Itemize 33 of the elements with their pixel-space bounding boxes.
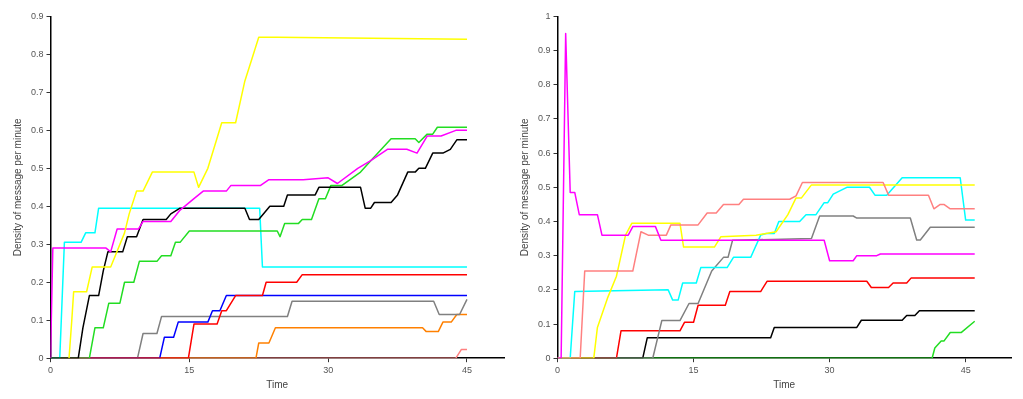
y-tick-label: 0.1: [31, 314, 44, 325]
y-tick-label: 0.8: [538, 79, 551, 90]
y-tick-label: 0.3: [538, 250, 551, 261]
y-tick-label: 0: [545, 352, 551, 363]
x-tick-label: 30: [323, 365, 334, 376]
y-tick-label: 0.6: [538, 147, 551, 158]
y-axis-title: Density of message per minute: [518, 117, 530, 257]
y-tick-label: 0.7: [538, 113, 551, 124]
y-tick-label: 0.6: [31, 124, 44, 135]
y-tick-label: 0.4: [31, 200, 44, 211]
y-axis-title: Density of message per minute: [11, 117, 23, 257]
y-tick-label: 0.5: [538, 181, 551, 192]
x-tick-label: 45: [461, 365, 472, 376]
y-tick-label: 0.9: [538, 45, 551, 56]
x-tick-label: 15: [688, 365, 699, 376]
y-tick-label: 0.1: [538, 318, 551, 329]
y-tick-label: 0.8: [31, 48, 44, 59]
x-tick-label: 0: [48, 365, 54, 376]
y-tick-label: 0.2: [31, 276, 44, 287]
x-tick-label: 0: [555, 365, 561, 376]
x-axis-title: Time: [773, 378, 796, 390]
x-tick-label: 15: [184, 365, 195, 376]
y-tick-label: 1: [545, 10, 551, 21]
x-tick-label: 30: [824, 365, 835, 376]
y-tick-label: 0.9: [31, 10, 44, 21]
y-tick-label: 0.2: [538, 284, 551, 295]
y-tick-label: 0.5: [31, 162, 44, 173]
x-tick-label: 45: [960, 365, 971, 376]
y-tick-label: 0: [38, 352, 44, 363]
y-tick-label: 0.4: [538, 215, 551, 226]
y-tick-label: 0.7: [31, 86, 44, 97]
x-axis-title: Time: [266, 378, 289, 390]
y-tick-label: 0.3: [31, 238, 44, 249]
